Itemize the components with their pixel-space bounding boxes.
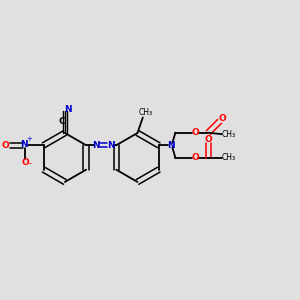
Text: CH₃: CH₃: [221, 153, 235, 162]
Text: N: N: [64, 105, 72, 114]
Text: N: N: [107, 141, 114, 150]
Text: O: O: [191, 153, 199, 162]
Text: C: C: [58, 117, 65, 126]
Text: O: O: [2, 141, 10, 150]
Text: +: +: [26, 136, 32, 142]
Text: N: N: [20, 140, 28, 148]
Text: N: N: [92, 141, 100, 150]
Text: CH₃: CH₃: [139, 108, 153, 117]
Text: -: -: [28, 159, 31, 168]
Text: O: O: [21, 158, 29, 167]
Text: O: O: [191, 128, 199, 137]
Text: O: O: [218, 114, 226, 123]
Text: CH₃: CH₃: [221, 130, 235, 139]
Text: O: O: [204, 135, 212, 144]
Text: N: N: [167, 141, 175, 150]
